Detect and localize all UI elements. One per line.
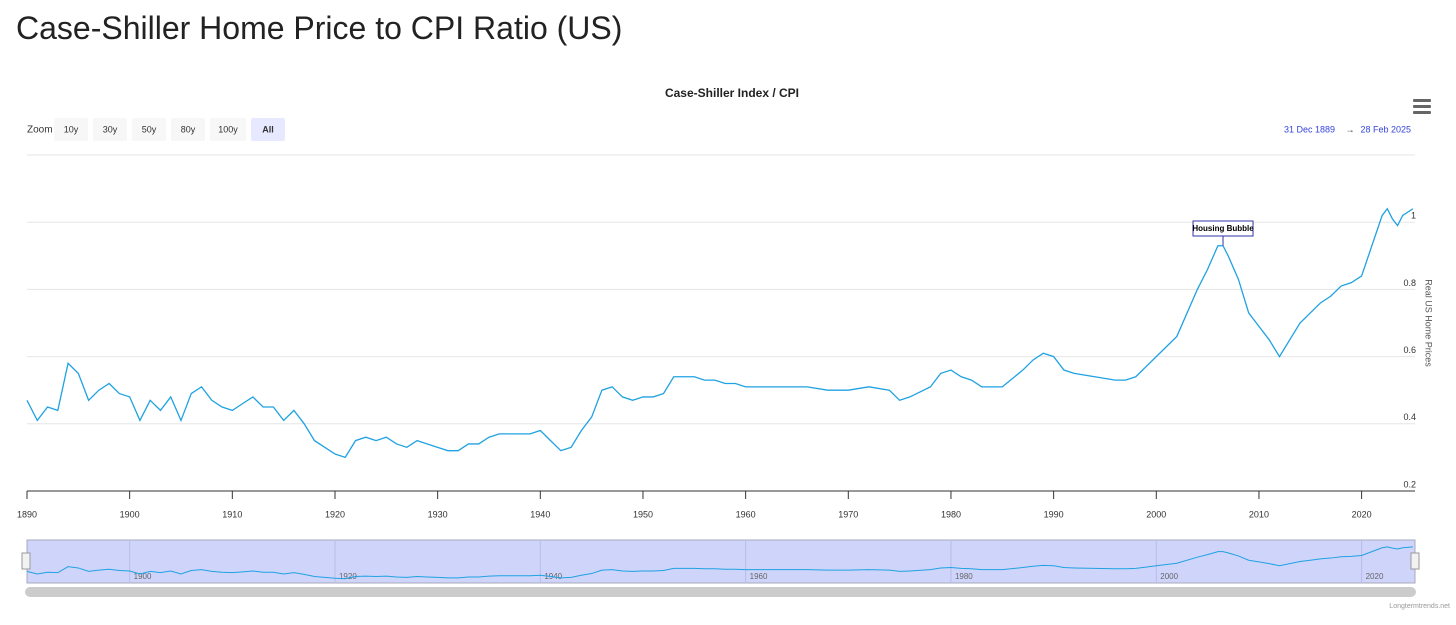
navigator-tick-label: 1960: [750, 572, 768, 581]
menu-bar: [1413, 111, 1431, 114]
scrollbar[interactable]: [25, 587, 1416, 597]
x-tick-label: 1900: [120, 509, 140, 519]
navigator-tick-label: 1980: [955, 572, 973, 581]
y-tick-label: 0.2: [1403, 479, 1416, 489]
zoom-button-bg: [132, 118, 166, 141]
zoom-button[interactable]: 10y: [54, 118, 88, 141]
y-tick-label: 0.6: [1403, 345, 1416, 355]
zoom-button-label: 100y: [218, 124, 238, 134]
data-line: [26, 207, 1414, 459]
range-to[interactable]: 28 Feb 2025: [1360, 124, 1411, 134]
navigator-tick-label: 2000: [1160, 572, 1178, 581]
x-tick-label: 2020: [1352, 509, 1372, 519]
x-tick-label: 1920: [325, 509, 345, 519]
x-tick-label: 1950: [633, 509, 653, 519]
navigator-handle[interactable]: [21, 552, 31, 570]
annotation-box: [1192, 220, 1254, 237]
y-tick-label: 1: [1411, 211, 1416, 221]
range-from[interactable]: 31 Dec 1889: [1284, 124, 1335, 134]
x-tick-label: 1960: [736, 509, 756, 519]
navigator-tick-label: 1900: [134, 572, 152, 581]
zoom-label: Zoom: [27, 125, 53, 136]
zoom-button-bg: [210, 118, 246, 141]
x-tick-label: 1970: [838, 509, 858, 519]
navigator-handle[interactable]: [1410, 552, 1420, 570]
navigator-tick-label: 1920: [339, 572, 357, 581]
zoom-button[interactable]: 80y: [171, 118, 205, 141]
navigator-tick-label: 2020: [1366, 572, 1384, 581]
x-tick-label: 1930: [428, 509, 448, 519]
page-title: Case-Shiller Home Price to CPI Ratio (US…: [16, 10, 623, 46]
annotation-label: Housing Bubble: [1192, 224, 1254, 233]
zoom-button-label: All: [262, 124, 274, 134]
menu-bar: [1413, 105, 1431, 108]
x-tick-label: 1990: [1044, 509, 1064, 519]
zoom-button-bg: [251, 118, 285, 141]
zoom-button[interactable]: All: [251, 118, 285, 141]
menu-bar: [1413, 99, 1431, 102]
zoom-button-bg: [93, 118, 127, 141]
credits: Longtermtrends.net: [1389, 603, 1450, 610]
y-axis-label: Real US Home Prices: [1424, 279, 1434, 367]
x-tick-label: 2000: [1146, 509, 1166, 519]
x-tick-label: 1940: [530, 509, 550, 519]
y-tick-label: 0.8: [1403, 278, 1416, 288]
zoom-button[interactable]: 30y: [93, 118, 127, 141]
menu-icon[interactable]: [1413, 99, 1431, 114]
x-tick-label: 2010: [1249, 509, 1269, 519]
zoom-button-label: 80y: [181, 124, 196, 134]
zoom-button-label: 10y: [64, 124, 79, 134]
zoom-button-label: 50y: [142, 124, 157, 134]
zoom-button-label: 30y: [103, 124, 118, 134]
zoom-button-bg: [171, 118, 205, 141]
navigator-line: [26, 546, 1413, 580]
range-separator: →: [1346, 124, 1355, 134]
chart-title: Case-Shiller Index / CPI: [665, 86, 799, 100]
zoom-button[interactable]: 100y: [210, 118, 246, 141]
x-tick-label: 1980: [941, 509, 961, 519]
x-tick-label: 1910: [222, 509, 242, 519]
x-tick-label: 1890: [17, 509, 37, 519]
y-tick-label: 0.4: [1403, 412, 1416, 422]
zoom-button[interactable]: 50y: [132, 118, 166, 141]
navigator-mask[interactable]: [26, 539, 1416, 584]
zoom-button-bg: [54, 118, 88, 141]
